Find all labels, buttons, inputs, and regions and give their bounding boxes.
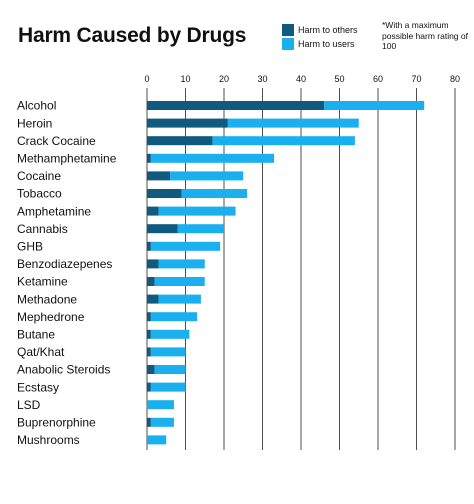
bar-others-4 xyxy=(147,171,171,181)
bar-others-11 xyxy=(147,294,159,304)
x-tick-label-70: 70 xyxy=(411,74,421,84)
category-label-3: Methamphetamine xyxy=(17,152,117,166)
bar-users-19 xyxy=(147,435,167,445)
bar-users-8 xyxy=(150,241,221,251)
bar-users-13 xyxy=(150,329,190,339)
x-tick-label-10: 10 xyxy=(180,74,190,84)
category-label-1: Heroin xyxy=(17,116,52,130)
legend-item-others: Harm to others xyxy=(282,24,358,36)
category-label-15: Anabolic Steroids xyxy=(17,363,110,377)
x-tick-label-30: 30 xyxy=(257,74,267,84)
bar-others-6 xyxy=(147,206,159,216)
category-label-12: Mephedrone xyxy=(17,310,85,324)
legend-swatch-users xyxy=(282,38,294,50)
bar-others-9 xyxy=(147,259,159,269)
x-tick-label-50: 50 xyxy=(334,74,344,84)
category-label-14: Qat/Khat xyxy=(17,345,65,359)
bar-users-9 xyxy=(158,259,205,269)
bar-others-7 xyxy=(147,224,178,234)
bar-others-14 xyxy=(147,347,151,357)
bar-users-3 xyxy=(150,153,275,163)
bar-others-8 xyxy=(147,241,151,251)
bar-others-2 xyxy=(147,136,213,146)
x-tick-label-80: 80 xyxy=(450,74,460,84)
category-label-6: Amphetamine xyxy=(17,204,91,218)
bar-users-4 xyxy=(170,171,244,181)
bar-others-5 xyxy=(147,189,182,198)
bar-users-7 xyxy=(177,224,224,234)
category-label-18: Buprenorphine xyxy=(17,416,96,430)
bar-others-0 xyxy=(147,101,325,110)
category-label-16: Ecstasy xyxy=(17,380,59,394)
bar-users-0 xyxy=(324,101,425,110)
footnote: *With a maximum possible harm rating of … xyxy=(382,20,468,51)
bar-others-12 xyxy=(147,312,151,322)
bar-users-16 xyxy=(150,382,186,392)
x-tick-label-60: 60 xyxy=(373,74,383,84)
category-label-9: Benzodiazepenes xyxy=(17,257,112,271)
category-label-8: GHB xyxy=(17,240,43,254)
bar-others-3 xyxy=(147,153,151,163)
category-label-11: Methadone xyxy=(17,292,77,306)
chart-title: Harm Caused by Drugs xyxy=(18,24,247,47)
bar-users-15 xyxy=(154,365,186,374)
category-label-7: Cannabis xyxy=(17,222,68,236)
category-label-17: LSD xyxy=(17,398,41,412)
bar-users-5 xyxy=(181,189,248,198)
bar-users-2 xyxy=(212,136,355,146)
x-tick-label-0: 0 xyxy=(144,74,149,84)
bar-users-11 xyxy=(158,294,201,304)
legend-label-others: Harm to others xyxy=(298,25,358,35)
bar-others-13 xyxy=(147,329,151,339)
category-label-4: Cocaine xyxy=(17,169,61,183)
bar-users-12 xyxy=(150,312,198,322)
category-label-5: Tobacco xyxy=(17,187,62,201)
bar-users-10 xyxy=(154,277,205,286)
bar-users-14 xyxy=(150,347,186,357)
bar-others-18 xyxy=(147,417,151,427)
category-label-13: Butane xyxy=(17,328,55,342)
x-tick-label-20: 20 xyxy=(219,74,229,84)
category-label-10: Ketamine xyxy=(17,275,68,289)
bar-others-10 xyxy=(147,277,155,286)
legend-item-users: Harm to users xyxy=(282,38,355,50)
category-label-19: Mushrooms xyxy=(17,433,80,447)
bar-users-6 xyxy=(158,206,236,216)
bar-others-1 xyxy=(147,118,228,128)
legend-swatch-others xyxy=(282,24,294,36)
bar-others-15 xyxy=(147,365,155,374)
bar-users-18 xyxy=(150,417,174,427)
legend-label-users: Harm to users xyxy=(298,39,355,49)
category-label-0: Alcohol xyxy=(17,99,56,113)
bar-users-17 xyxy=(147,400,174,410)
x-tick-label-40: 40 xyxy=(296,74,306,84)
category-label-2: Crack Cocaine xyxy=(17,134,96,148)
bar-others-16 xyxy=(147,382,151,392)
bar-users-1 xyxy=(227,118,359,128)
